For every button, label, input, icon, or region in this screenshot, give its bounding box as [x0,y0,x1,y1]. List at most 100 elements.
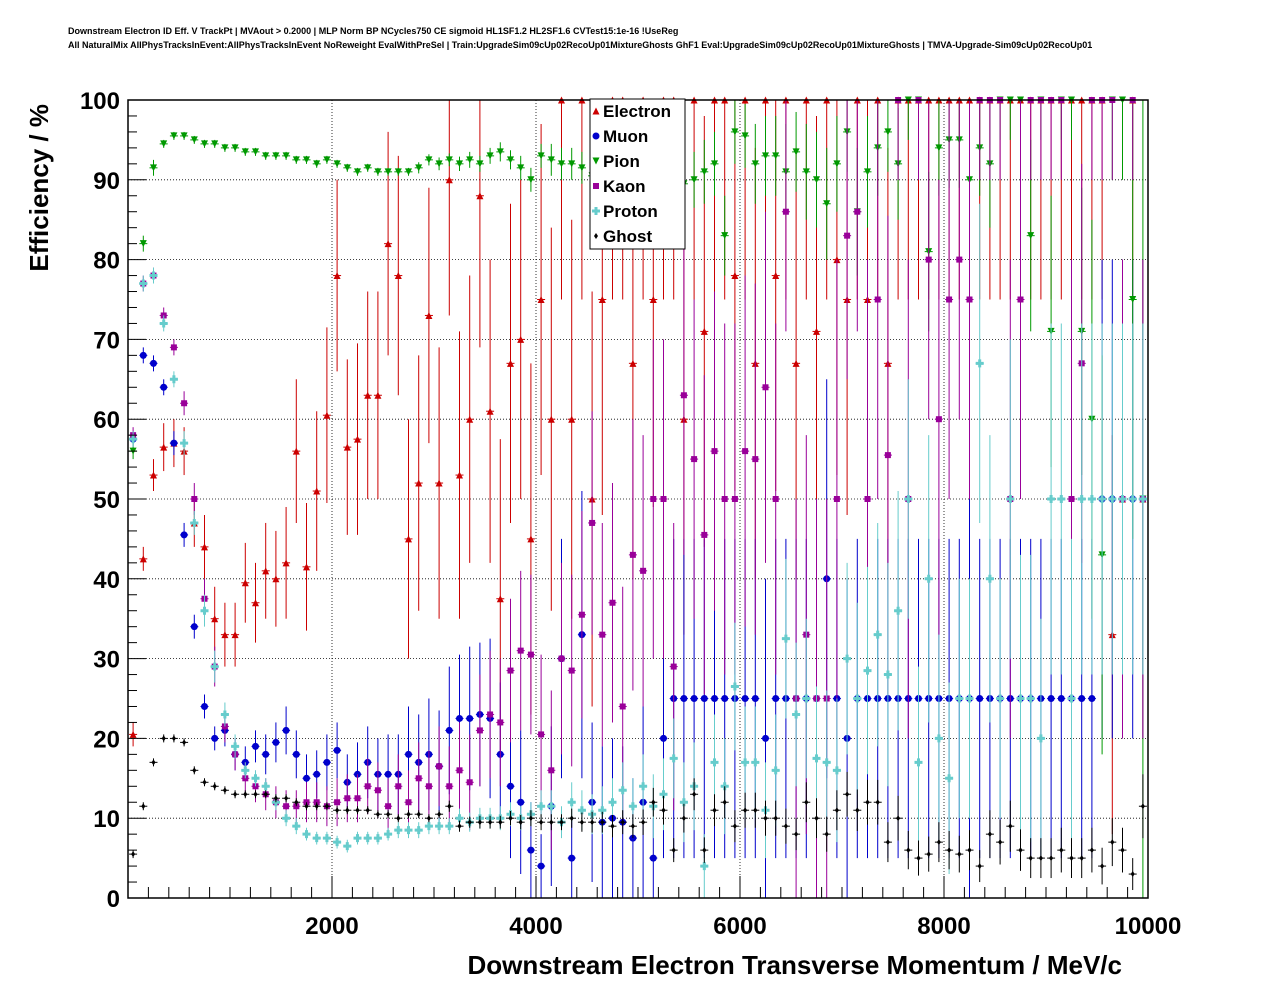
data-point [1008,823,1013,830]
data-point [568,854,576,862]
data-point [517,647,524,654]
data-point [447,803,452,810]
data-point [701,531,708,538]
data-point [559,819,564,826]
data-point [539,819,544,826]
data-point [967,847,972,854]
data-point [975,359,984,368]
data-point [273,795,278,802]
series-proton [129,203,1147,898]
data-point [567,798,576,807]
data-point [139,351,147,359]
y-tick-label: 80 [93,248,120,275]
data-point [313,160,321,168]
data-point [762,734,769,742]
data-point [538,731,545,738]
data-point [283,803,290,810]
data-point [395,783,402,790]
data-point [884,128,892,136]
data-point [476,192,484,200]
data-point [282,152,290,160]
data-point [1120,847,1125,854]
data-point [160,443,168,451]
data-point [792,148,800,156]
data-point [333,746,341,754]
data-point [507,156,514,164]
data-point [537,296,545,303]
data-point [1089,847,1094,854]
data-point [731,272,739,280]
data-point [527,651,534,658]
data-point [139,279,148,288]
data-point [690,695,698,702]
data-point [722,799,727,806]
data-point [415,164,423,172]
data-point [1087,495,1096,503]
data-point [476,727,483,734]
x-axis: 2000 4000 6000 8000 10000 [147,876,1182,940]
data-point [875,799,880,806]
data-point [374,787,381,794]
data-point [333,160,341,168]
data-point [906,847,911,854]
data-point [252,742,259,750]
y-tick-label: 20 [93,726,120,753]
data-point [1026,694,1035,703]
x-tick-label: 10000 [1115,913,1182,940]
data-point [292,447,300,455]
data-point [712,807,717,814]
data-point [863,666,872,675]
data-point [365,807,370,814]
data-point [608,798,617,807]
data-point [211,734,219,742]
data-point [424,822,433,831]
data-point [537,152,545,160]
data-point [374,391,382,399]
data-point [700,327,708,335]
data-point [364,164,372,172]
y-axis-title: Efficiency / % [24,104,54,272]
data-point [649,296,657,303]
data-point [446,783,453,790]
data-point [934,734,943,743]
data-point [772,272,780,280]
data-point [272,575,280,583]
data-point [323,758,331,766]
data-point [649,854,657,862]
data-point [813,176,820,184]
data-point [445,822,454,831]
data-point [752,456,759,463]
data-point [896,815,901,822]
data-point [373,834,382,843]
data-point [150,164,157,172]
data-point [620,819,625,826]
data-point [210,662,219,671]
data-point [681,815,686,822]
y-tick-label: 60 [93,407,120,434]
data-point [527,176,535,184]
data-point [201,543,208,551]
data-point [679,798,688,807]
legend: Electron Muon Pion Kaon Proton Ghost [589,98,686,250]
data-point [272,738,280,746]
data-point [190,623,198,631]
data-point [598,806,607,815]
data-point [455,814,464,823]
data-point [568,160,576,168]
data-point [394,272,402,280]
data-point [343,164,351,172]
data-point [241,579,249,587]
chart-title-line-2: All NaturalMix AllPhysTracksInEvent:AllP… [68,40,1093,50]
data-point [670,663,677,670]
data-point [976,695,984,702]
data-point [711,160,718,168]
data-point [792,710,801,719]
data-point [221,631,229,639]
data-point [364,391,372,399]
data-point [629,359,637,367]
data-point [313,770,321,778]
data-point [302,830,311,839]
data-point [405,535,412,543]
x-tick-label: 8000 [917,913,970,940]
data-point [549,819,554,826]
